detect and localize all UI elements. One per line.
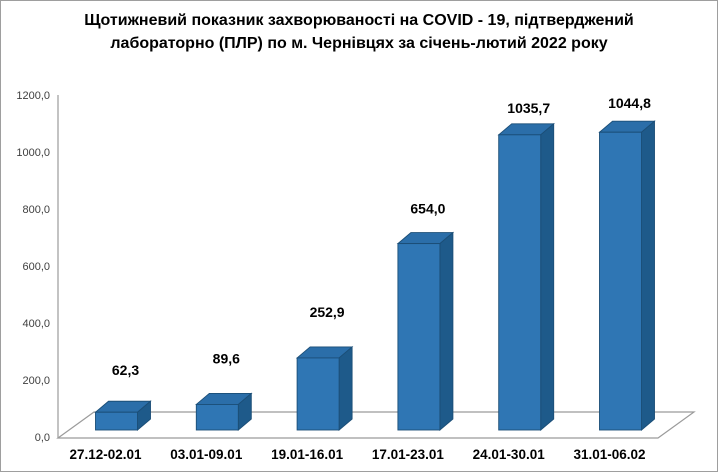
bar-side-face <box>641 120 655 431</box>
x-category-label: 27.12-02.01 <box>69 447 142 462</box>
y-tick-label: 200,0 <box>22 375 50 387</box>
x-category-label: 03.01-09.01 <box>170 447 243 462</box>
bar-column: 62,3 27.12-02.01 <box>69 362 152 462</box>
chart-title-line2: лабораторно (ПЛР) по м. Чернівцях за січ… <box>110 35 608 52</box>
bar-column: 654,0 17.01-23.01 <box>372 201 455 462</box>
bar-side-face <box>338 345 353 431</box>
x-category-label: 17.01-23.01 <box>372 447 445 462</box>
x-category-label: 19.01-16.01 <box>271 447 344 462</box>
bar-value-label: 1035,7 <box>507 100 550 116</box>
bar-column: 1035,7 24.01-30.01 <box>473 100 555 462</box>
bar-value-label: 89,6 <box>213 350 240 366</box>
bar-value-label: 1044,8 <box>608 95 651 111</box>
bar-column: 252,9 19.01-16.01 <box>271 304 354 462</box>
y-tick-label: 1200,0 <box>16 90 50 102</box>
bar-column: 1044,8 31.01-06.02 <box>573 95 656 462</box>
bar-front-face <box>195 404 239 431</box>
y-tick-label: 400,0 <box>22 318 50 330</box>
bar-column: 89,6 03.01-09.01 <box>170 350 253 462</box>
bar-front-face <box>95 411 138 431</box>
bar-front-face <box>397 243 441 431</box>
y-tick-label: 0,0 <box>35 432 50 444</box>
x-category-label: 24.01-30.01 <box>473 447 546 462</box>
bar-side-face <box>540 122 555 431</box>
bar-front-face <box>296 357 340 431</box>
y-tick-label: 600,0 <box>22 261 50 273</box>
y-tick-label: 800,0 <box>22 204 50 216</box>
bar-value-label: 654,0 <box>410 201 445 217</box>
bar-front-face <box>599 131 642 431</box>
bar-side-face <box>439 231 454 431</box>
chart-title: Щотижневий показник захворюваності на CO… <box>1 9 717 55</box>
bar-front-face <box>498 134 542 431</box>
y-tick-label: 1000,0 <box>16 147 50 159</box>
bar-value-label: 62,3 <box>112 362 139 378</box>
bar-value-label: 252,9 <box>310 304 345 320</box>
chart-title-line1: Щотижневий показник захворюваності на CO… <box>84 12 634 29</box>
x-category-label: 31.01-06.02 <box>573 447 645 462</box>
chart-floor <box>56 411 696 439</box>
